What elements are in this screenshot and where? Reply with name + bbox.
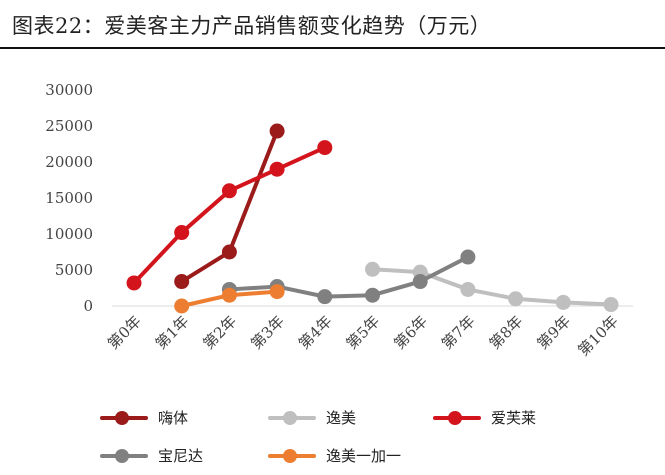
x-tick-label: 第5年 xyxy=(343,312,384,353)
chart-title: 图表22：爱美客主力产品销售额变化趋势（万元） xyxy=(12,14,492,38)
legend-swatch xyxy=(268,448,316,463)
data-point xyxy=(174,298,190,314)
y-tick-label: 0 xyxy=(83,297,93,315)
series-line xyxy=(132,145,327,285)
data-point xyxy=(460,249,476,265)
data-point xyxy=(174,274,190,290)
data-point xyxy=(221,244,237,260)
legend-swatch xyxy=(100,448,148,463)
data-point xyxy=(412,274,428,290)
data-point xyxy=(317,140,333,156)
data-point xyxy=(508,291,524,307)
data-point xyxy=(269,284,285,300)
legend-swatch xyxy=(100,410,148,425)
legend-label: 嗨体 xyxy=(158,409,189,427)
x-tick-label: 第4年 xyxy=(295,312,336,353)
x-tick-label: 第1年 xyxy=(152,312,193,353)
legend-item: 逸美一加一 xyxy=(268,445,401,466)
y-tick-label: 15000 xyxy=(45,189,93,207)
data-point xyxy=(221,183,237,199)
legend-item: 宝尼达 xyxy=(100,445,203,466)
data-point xyxy=(603,297,619,313)
data-point xyxy=(365,261,380,277)
legend-label: 爱芙莱 xyxy=(491,409,537,427)
legend-label: 逸美 xyxy=(326,409,357,427)
legend-label: 逸美一加一 xyxy=(326,447,402,465)
x-tick-label: 第9年 xyxy=(533,312,574,353)
series-line xyxy=(227,255,470,299)
x-tick-label: 第2年 xyxy=(200,312,241,353)
y-tick-label: 5000 xyxy=(55,261,93,279)
legend-swatch xyxy=(268,410,316,425)
series-line xyxy=(370,267,613,307)
data-point xyxy=(460,281,476,297)
x-tick-label: 第8年 xyxy=(486,312,527,353)
data-point xyxy=(174,225,190,241)
legend-item: 嗨体 xyxy=(100,407,188,428)
data-point xyxy=(221,287,237,303)
x-tick-label: 第3年 xyxy=(247,312,288,353)
y-tick-label: 25000 xyxy=(45,117,93,135)
y-tick-label: 10000 xyxy=(45,225,93,243)
legend-item: 爱芙莱 xyxy=(433,407,536,428)
x-tick-label: 第10年 xyxy=(574,312,621,359)
data-point xyxy=(555,294,571,310)
x-tick-label: 第6年 xyxy=(390,312,431,353)
y-tick-label: 20000 xyxy=(45,153,93,171)
data-point xyxy=(269,123,285,139)
x-tick-label: 第7年 xyxy=(438,312,479,353)
data-point xyxy=(317,289,333,305)
title-rule xyxy=(0,47,665,49)
legend-item: 逸美 xyxy=(268,407,356,428)
x-tick-label: 第0年 xyxy=(104,312,145,353)
y-tick-label: 30000 xyxy=(45,81,93,99)
data-point xyxy=(126,275,142,291)
legend-swatch xyxy=(433,410,481,425)
data-point xyxy=(365,287,380,303)
legend-label: 宝尼达 xyxy=(158,447,204,465)
data-point xyxy=(269,161,285,177)
